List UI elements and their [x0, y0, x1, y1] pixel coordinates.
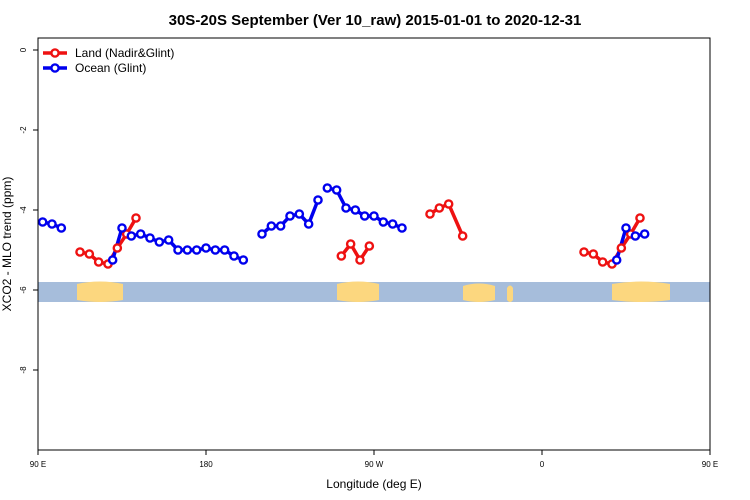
data-point-0	[84, 249, 95, 259]
data-point-0	[93, 257, 104, 267]
data-point-1	[126, 231, 137, 241]
data-point-1	[238, 255, 249, 265]
data-point-1	[275, 221, 286, 231]
data-point-1	[257, 229, 267, 239]
data-point-0	[597, 257, 608, 267]
data-point-1	[47, 219, 57, 229]
data-point-1	[210, 245, 221, 255]
data-point-1	[117, 223, 127, 233]
data-point-1	[359, 211, 370, 221]
data-point-1	[621, 223, 631, 233]
y-tick-label: -6	[19, 286, 28, 294]
data-point-0	[579, 247, 589, 257]
data-point-1	[369, 211, 379, 221]
data-point-1	[107, 255, 118, 265]
data-point-1	[145, 233, 155, 243]
land-patch	[612, 281, 670, 302]
x-tick-label: 90 W	[365, 460, 384, 469]
x-axis-label: Longitude (deg E)	[326, 477, 421, 491]
y-tick-label: -8	[19, 366, 28, 374]
data-point-1	[163, 235, 174, 245]
land-patch	[463, 283, 495, 302]
axes: 90 E 180 90 W 0 90 E 0 -2 -4 -6 -8	[19, 47, 718, 469]
data-point-1	[154, 237, 165, 247]
land-patch	[507, 285, 513, 302]
data-point-1	[313, 195, 323, 205]
y-tick-label: -4	[19, 206, 28, 214]
data-point-1	[201, 243, 211, 253]
data-point-1	[56, 223, 67, 233]
y-tick-label: 0	[19, 47, 28, 52]
data-point-1	[173, 245, 183, 255]
legend-marker	[50, 48, 60, 58]
data-point-0	[434, 203, 445, 213]
data-point-0	[588, 249, 599, 259]
data-point-0	[336, 251, 347, 261]
series-line-0	[429, 202, 465, 237]
data-point-1	[639, 229, 650, 239]
data-point-1	[182, 245, 193, 255]
x-tick-label: 180	[199, 460, 213, 469]
y-axis-label: XCO2 - MLO trend (ppm)	[0, 177, 14, 312]
data-point-1	[294, 209, 305, 219]
data-point-0	[457, 231, 468, 241]
data-point-0	[75, 247, 85, 257]
y-tick-label: -2	[19, 126, 28, 134]
data-point-1	[630, 231, 641, 241]
x-tick-label: 0	[540, 460, 545, 469]
data-point-0	[112, 243, 123, 253]
data-point-1	[37, 217, 48, 227]
data-point-0	[131, 213, 141, 223]
data-point-1	[219, 245, 230, 255]
legend: Land (Nadir&Glint)Ocean (Glint)	[43, 46, 174, 75]
data-point-0	[635, 213, 645, 223]
data-point-1	[331, 185, 342, 195]
data-point-1	[266, 221, 277, 231]
data-point-1	[303, 219, 314, 229]
data-point-0	[355, 255, 365, 265]
x-tick-label: 90 E	[30, 460, 46, 469]
data-point-0	[425, 209, 435, 219]
data-point-0	[364, 241, 375, 251]
data-point-0	[616, 243, 627, 253]
legend-label: Land (Nadir&Glint)	[75, 46, 174, 60]
land-patch	[337, 281, 379, 302]
data-point-0	[443, 199, 454, 209]
data-point-1	[191, 245, 202, 255]
data-point-1	[135, 229, 146, 239]
x-tick-label: 90 E	[702, 460, 718, 469]
land-patch	[77, 281, 123, 302]
data-point-1	[611, 255, 622, 265]
data-point-1	[350, 205, 361, 215]
chart-title: 30S-20S September (Ver 10_raw) 2015-01-0…	[169, 12, 582, 29]
data-point-0	[345, 239, 356, 249]
data-point-1	[397, 223, 407, 233]
legend-label: Ocean (Glint)	[75, 61, 146, 75]
data-point-1	[229, 251, 239, 261]
plot-frame	[37, 37, 711, 451]
legend-marker	[50, 63, 60, 73]
data-point-1	[387, 219, 398, 229]
data-point-1	[285, 211, 295, 221]
data-point-1	[341, 203, 351, 213]
series-lines	[37, 183, 650, 269]
data-point-1	[378, 217, 389, 227]
data-point-1	[322, 183, 333, 193]
land-ocean-band	[38, 281, 710, 302]
series-line-0	[339, 242, 371, 262]
